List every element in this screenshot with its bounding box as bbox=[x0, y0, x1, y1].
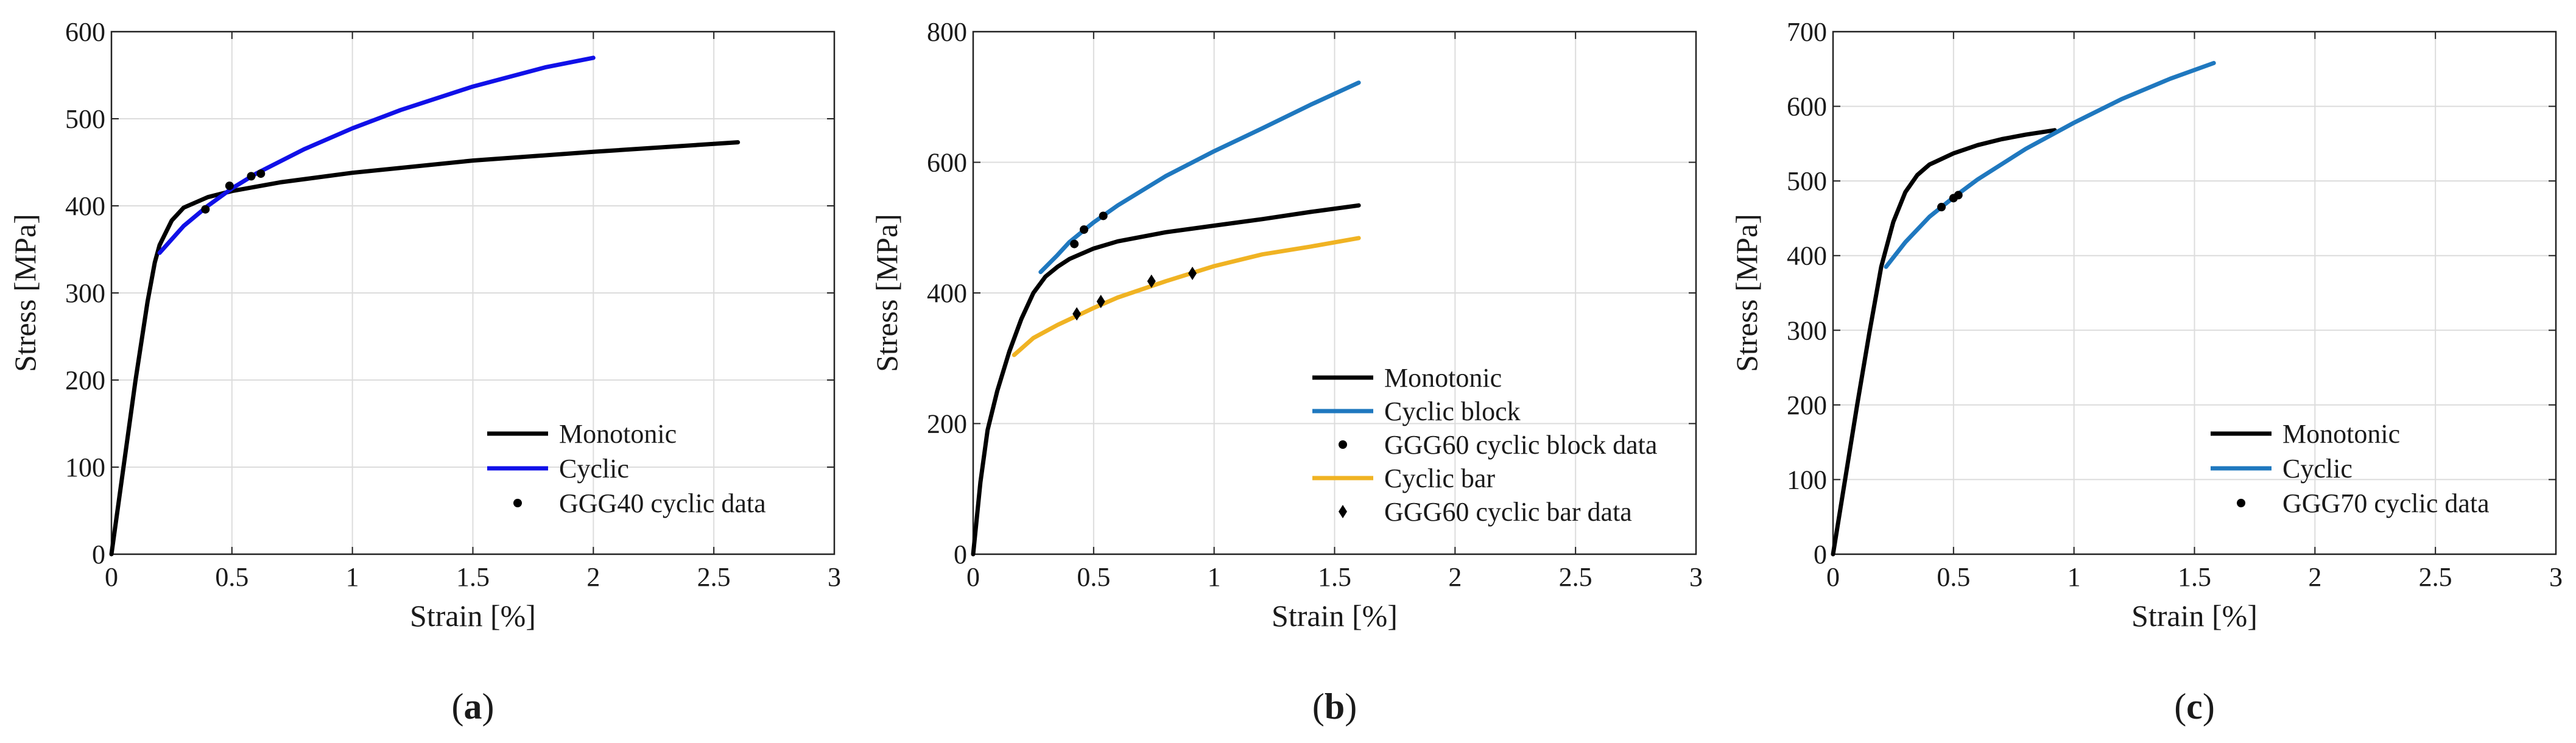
y-tick-label: 500 bbox=[1787, 166, 1827, 196]
series-line bbox=[1038, 80, 1361, 275]
x-tick-label: 3 bbox=[1689, 562, 1703, 592]
series-line bbox=[971, 203, 1361, 557]
series-line bbox=[1012, 236, 1361, 357]
legend: Monotonic Cyclic GGG40 cyclic data bbox=[487, 419, 766, 518]
legend-swatch bbox=[1339, 505, 1347, 518]
data-point bbox=[1080, 225, 1089, 234]
data-point bbox=[1096, 294, 1105, 308]
y-tick-label: 600 bbox=[65, 17, 105, 47]
series-line bbox=[1831, 128, 2057, 557]
x-tick-label: 1.5 bbox=[1318, 562, 1351, 592]
x-tick-label: 1.5 bbox=[2178, 562, 2211, 592]
legend-label: GGG60 cyclic bar data bbox=[1384, 497, 1632, 527]
y-tick-label: 200 bbox=[65, 365, 105, 395]
x-axis-label: Strain [%] bbox=[1272, 599, 1398, 633]
data-point bbox=[1954, 191, 1963, 200]
y-tick-label: 300 bbox=[1787, 315, 1827, 345]
series-line bbox=[109, 140, 741, 557]
x-tick-label: 0.5 bbox=[215, 562, 248, 592]
legend-label: GGG70 cyclic data bbox=[2282, 488, 2490, 518]
y-tick-label: 500 bbox=[65, 104, 105, 134]
y-axis-label: Stress [MPa] bbox=[870, 214, 904, 372]
y-tick-label: 400 bbox=[1787, 241, 1827, 271]
y-tick-label: 300 bbox=[65, 278, 105, 308]
y-tick-label: 800 bbox=[927, 17, 967, 47]
y-tick-label: 200 bbox=[1787, 390, 1827, 420]
legend: Monotonic Cyclic GGG70 cyclic data bbox=[2211, 419, 2490, 518]
y-axis-label: Stress [MPa] bbox=[1730, 214, 1764, 372]
x-tick-label: 2.5 bbox=[1559, 562, 1592, 592]
x-tick-label: 1 bbox=[346, 562, 359, 592]
x-tick-label: 2.5 bbox=[2419, 562, 2452, 592]
data-point bbox=[1147, 274, 1156, 288]
legend-label: GGG40 cyclic data bbox=[559, 488, 766, 518]
y-tick-label: 200 bbox=[927, 409, 967, 439]
y-tick-label: 100 bbox=[1787, 465, 1827, 495]
y-tick-label: 100 bbox=[65, 452, 105, 482]
y-axis-label: Stress [MPa] bbox=[8, 214, 42, 372]
data-point bbox=[1072, 307, 1082, 321]
x-axis-label: Strain [%] bbox=[410, 599, 536, 633]
y-tick-label: 0 bbox=[954, 540, 967, 569]
panel-label: (b) bbox=[1312, 686, 1357, 727]
legend-label: Monotonic bbox=[2282, 419, 2400, 449]
panel-label: (c) bbox=[2174, 686, 2215, 727]
data-point bbox=[1099, 211, 1108, 220]
x-tick-label: 2 bbox=[586, 562, 600, 592]
chart-panel-a: 0 0.5 1 1.5 2 2.5 3 0 100 200 300 400 500 600 Strain [… bbox=[8, 17, 841, 633]
x-tick-label: 2 bbox=[2308, 562, 2321, 592]
y-tick-label: 400 bbox=[65, 191, 105, 221]
chart-panel-c: 0 0.5 1 1.5 2 2.5 3 0 100 200 300 400 500 600 700 Strai… bbox=[1730, 17, 2563, 633]
panel-label: (a) bbox=[452, 686, 494, 727]
legend-label: Monotonic bbox=[1384, 363, 1502, 393]
data-point bbox=[201, 205, 210, 214]
x-axis-label: Strain [%] bbox=[2131, 599, 2258, 633]
legend-swatch bbox=[513, 499, 522, 507]
chart-panel-b: 0 0.5 1 1.5 2 2.5 3 0 200 400 600 800 Strain [%] Stre… bbox=[870, 17, 1703, 633]
y-tick-label: 400 bbox=[927, 278, 967, 308]
series-line bbox=[1884, 61, 2216, 269]
legend-swatch bbox=[2237, 499, 2245, 507]
x-tick-label: 1.5 bbox=[456, 562, 490, 592]
y-tick-label: 600 bbox=[927, 148, 967, 178]
legend-label: Cyclic bbox=[559, 454, 629, 484]
data-point bbox=[247, 172, 256, 181]
x-tick-label: 0.5 bbox=[1077, 562, 1110, 592]
legend-label: Monotonic bbox=[559, 419, 677, 449]
x-tick-label: 3 bbox=[828, 562, 841, 592]
x-tick-label: 3 bbox=[2549, 562, 2563, 592]
y-tick-label: 600 bbox=[1787, 92, 1827, 122]
x-tick-label: 0.5 bbox=[1937, 562, 1970, 592]
legend-swatch bbox=[1339, 440, 1347, 449]
data-point bbox=[1070, 239, 1079, 248]
data-point bbox=[225, 181, 234, 191]
y-tick-label: 0 bbox=[1814, 540, 1827, 569]
data-point bbox=[256, 169, 266, 178]
legend-label: GGG60 cyclic block data bbox=[1384, 430, 1657, 460]
x-tick-label: 0 bbox=[105, 562, 118, 592]
x-tick-label: 1 bbox=[1208, 562, 1221, 592]
x-tick-label: 2.5 bbox=[697, 562, 731, 592]
legend-label: Cyclic block bbox=[1384, 396, 1521, 426]
x-tick-label: 2 bbox=[1448, 562, 1462, 592]
data-point bbox=[1188, 266, 1197, 280]
legend-label: Cyclic bbox=[2282, 454, 2353, 484]
y-tick-label: 0 bbox=[92, 540, 105, 569]
x-tick-label: 0 bbox=[966, 562, 980, 592]
legend-label: Cyclic bar bbox=[1384, 463, 1495, 493]
data-point bbox=[1937, 203, 1946, 212]
x-tick-label: 0 bbox=[1826, 562, 1840, 592]
x-tick-label: 1 bbox=[2067, 562, 2081, 592]
series-line bbox=[157, 55, 596, 255]
y-tick-label: 700 bbox=[1787, 17, 1827, 47]
